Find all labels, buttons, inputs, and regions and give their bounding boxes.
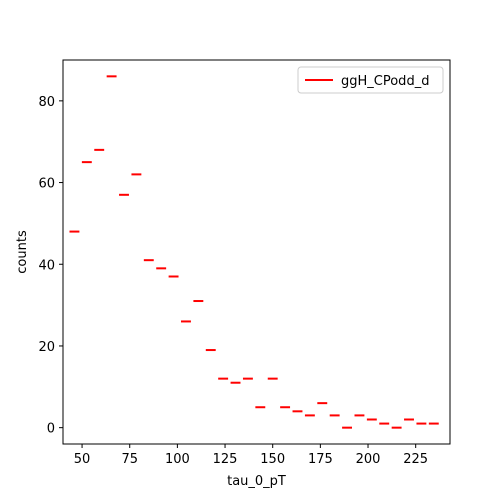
x-tick-label: 75: [121, 452, 138, 467]
x-tick-label: 100: [165, 452, 190, 467]
x-tick-label: 125: [213, 452, 238, 467]
y-axis-label: counts: [15, 230, 30, 274]
x-tick-label: 175: [308, 452, 333, 467]
y-tick-label: 60: [38, 177, 55, 192]
x-tick-label: 225: [403, 452, 428, 467]
y-tick-label: 0: [47, 422, 55, 437]
y-tick-label: 40: [38, 258, 55, 273]
x-tick-label: 200: [356, 452, 381, 467]
x-tick-label: 150: [260, 452, 285, 467]
legend: ggH_CPodd_d: [298, 67, 443, 93]
x-axis-label: tau_0_pT: [227, 474, 286, 489]
y-tick-label: 20: [38, 340, 55, 355]
legend-label: ggH_CPodd_d: [341, 74, 429, 89]
x-tick-label: 50: [74, 452, 91, 467]
y-tick-label: 80: [38, 95, 55, 110]
